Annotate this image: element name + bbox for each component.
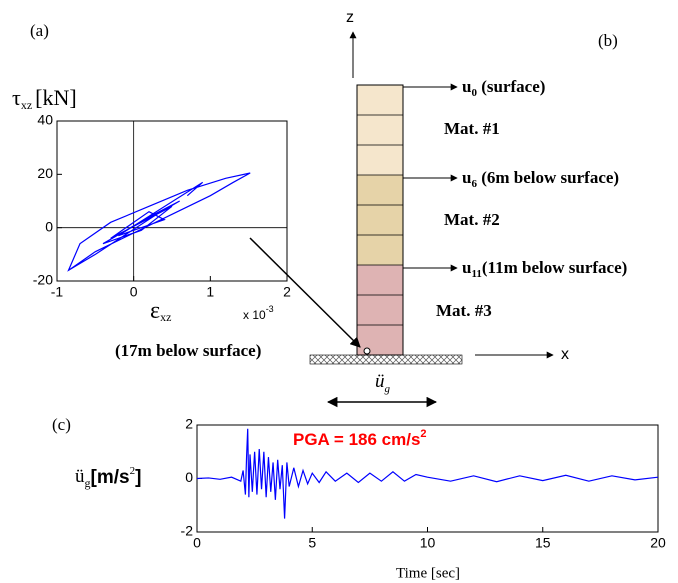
panel-label: (c) [52,415,71,434]
input-label: üg [375,371,391,394]
axis-label: z [346,9,354,26]
panel-label: (b) [598,31,618,50]
y-tick-label: 0 [185,469,193,485]
base-label: (17m below surface) [115,341,261,360]
material-label: Mat. #2 [444,210,500,229]
output-label: u11(11m below surface) [462,258,627,280]
data-line [67,172,251,272]
pointer-arrow [249,237,361,348]
x-tick-label: 15 [535,535,551,551]
plot-frame [196,424,659,533]
x-tick-label: 2 [283,284,291,300]
x-tick-label: 0 [193,535,201,551]
plot-frame [56,120,288,282]
x-tick-label: 20 [650,535,666,551]
x-axis-label: Time [sec] [396,565,460,581]
output-label: u0 (surface) [462,77,545,99]
x-tick-label: -1 [51,284,64,300]
x-axis-label: εxz [150,298,171,324]
material-label: Mat. #3 [436,301,492,320]
soil-column [309,84,463,365]
y-tick-label: 0 [45,218,53,234]
y-tick-label: 20 [37,165,53,181]
x-tick-label: 10 [420,535,436,551]
y-tick-label: 2 [185,416,193,432]
y-axis-label: τxz [kN] [12,85,77,112]
x-tick-label: 5 [308,535,316,551]
panel-label: (a) [30,21,49,40]
annotation: PGA = 186 cm/s2 [293,428,427,450]
x-tick-label: 1 [206,284,214,300]
y-axis-label: üg[m/s2] [75,465,141,490]
output-label: u6 (6m below surface) [462,168,619,190]
y-tick-label: -2 [181,523,194,539]
data-line [196,428,659,519]
material-label: Mat. #1 [444,119,500,138]
y-tick-label: 40 [37,112,53,128]
y-tick-label: -20 [33,272,53,288]
axis-multiplier: x 10-3 [243,304,274,322]
x-tick-label: 0 [130,284,138,300]
axis-label: x [561,346,569,363]
